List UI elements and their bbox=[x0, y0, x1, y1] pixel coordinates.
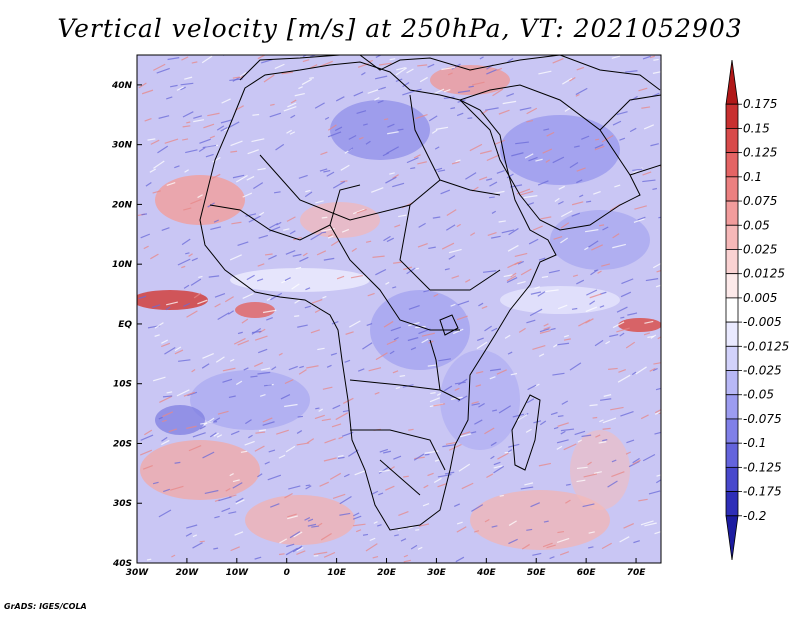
positive-region bbox=[300, 202, 380, 238]
x-tick-label: 40E bbox=[476, 568, 497, 578]
y-tick-label: 10N bbox=[112, 260, 133, 270]
colorbar-swatch bbox=[725, 345, 739, 371]
colorbar-label: 0.075 bbox=[743, 194, 777, 208]
colorbar-label: 0.1 bbox=[743, 170, 762, 184]
negative-region bbox=[550, 210, 650, 270]
y-axis: 40N 30N 20N 10N EQ 10S 20S 30S 40S bbox=[111, 81, 142, 569]
x-tick-label: 60E bbox=[577, 568, 597, 578]
colorbar-label: -0.1 bbox=[743, 436, 766, 450]
x-tick-label: 10W bbox=[226, 568, 250, 578]
y-tick-label: 40S bbox=[112, 559, 132, 569]
colorbar-swatch bbox=[725, 200, 739, 226]
colorbar-label: 0.15 bbox=[743, 121, 770, 135]
negative-region bbox=[440, 350, 520, 450]
colorbar-label: -0.025 bbox=[743, 364, 782, 378]
x-tick-label: 30W bbox=[126, 568, 150, 578]
europe-outline bbox=[239, 55, 661, 91]
negative-region bbox=[500, 115, 620, 185]
colorbar-label: -0.075 bbox=[743, 412, 782, 426]
colorbar-swatch bbox=[725, 297, 739, 323]
africa-outline bbox=[199, 61, 557, 531]
negative-region bbox=[330, 100, 430, 160]
colorbar-swatch bbox=[725, 176, 739, 202]
border-central bbox=[329, 224, 460, 331]
plot-frame bbox=[136, 54, 662, 564]
colorbar-swatch bbox=[725, 466, 739, 492]
persia-outline bbox=[599, 94, 661, 176]
colorbar-label: 0.025 bbox=[743, 242, 777, 256]
colorbar-swatch bbox=[725, 59, 739, 105]
colorbar-label: -0.05 bbox=[743, 388, 774, 402]
white-region bbox=[230, 268, 370, 292]
colorbar-label: -0.125 bbox=[743, 460, 782, 474]
colorbar-swatch bbox=[725, 224, 739, 250]
positive-region bbox=[245, 495, 355, 545]
x-axis: 30W 20W 10W 0 10E 20E 30E 40E 50E 60E 70E bbox=[126, 558, 646, 578]
colorbar-swatch bbox=[725, 103, 739, 129]
positive-region bbox=[137, 290, 208, 310]
grads-credit: GrADS: IGES/COLA bbox=[4, 602, 87, 611]
lake-victoria bbox=[439, 314, 459, 336]
velocity-field bbox=[137, 55, 661, 563]
colorbar-swatch bbox=[725, 418, 739, 444]
colorbar-label: 0.175 bbox=[743, 97, 777, 111]
plot-title: Vertical velocity [m/s] at 250hPa, VT: 2… bbox=[57, 14, 743, 43]
colorbar-label: -0.0125 bbox=[743, 339, 789, 353]
colorbar-swatch bbox=[725, 515, 739, 561]
y-tick-label: EQ bbox=[118, 320, 132, 330]
colorbar-swatch bbox=[725, 321, 739, 347]
border-west bbox=[209, 184, 361, 241]
negative-region bbox=[370, 290, 470, 370]
positive-region bbox=[470, 490, 610, 550]
x-tick-label: 20E bbox=[377, 568, 397, 578]
y-tick-label: 20S bbox=[113, 439, 132, 449]
field-texture bbox=[137, 55, 661, 563]
x-tick-label: 0 bbox=[284, 568, 290, 578]
colorbar-label: 0.05 bbox=[743, 218, 770, 232]
colorbar: 0.175 0.15 0.125 0.1 0.075 0.05 0.025 0.0125 0.0… bbox=[725, 59, 789, 561]
positive-region bbox=[140, 440, 260, 500]
border-south bbox=[349, 379, 461, 496]
colorbar-swatch bbox=[725, 128, 739, 154]
positive-region bbox=[570, 430, 630, 510]
coastlines bbox=[199, 55, 661, 531]
y-tick-label: 40N bbox=[111, 81, 133, 91]
x-tick-label: 10E bbox=[327, 568, 347, 578]
colorbar-swatch bbox=[725, 491, 739, 517]
colorbar-label: -0.2 bbox=[743, 509, 766, 523]
y-tick-label: 30N bbox=[112, 141, 133, 151]
madagascar-outline bbox=[511, 394, 541, 471]
colorbar-label: 0.125 bbox=[743, 146, 777, 160]
negative-region bbox=[155, 405, 205, 435]
x-tick-label: 50E bbox=[527, 568, 547, 578]
arabia-outline bbox=[459, 84, 641, 231]
x-tick-label: 30E bbox=[427, 568, 447, 578]
colorbar-swatch bbox=[725, 442, 739, 468]
colorbar-label: 0.005 bbox=[743, 291, 777, 305]
colorbar-label: 0.0125 bbox=[743, 267, 785, 281]
positive-region bbox=[235, 302, 275, 318]
y-tick-label: 20N bbox=[112, 200, 133, 210]
colorbar-swatch bbox=[725, 273, 739, 299]
y-tick-label: 30S bbox=[113, 499, 132, 509]
x-tick-label: 20W bbox=[176, 568, 200, 578]
lake-tanganyika bbox=[429, 339, 441, 391]
colorbar-label: -0.005 bbox=[743, 315, 782, 329]
colorbar-swatch bbox=[725, 394, 739, 420]
colorbar-swatch bbox=[725, 152, 739, 178]
negative-region bbox=[190, 370, 310, 430]
border-nile bbox=[399, 179, 501, 291]
colorbar-swatch bbox=[725, 249, 739, 275]
colorbar-swatch bbox=[725, 370, 739, 396]
colorbar-label: -0.175 bbox=[743, 485, 782, 499]
x-tick-label: 70E bbox=[627, 568, 647, 578]
y-tick-label: 10S bbox=[113, 380, 132, 390]
